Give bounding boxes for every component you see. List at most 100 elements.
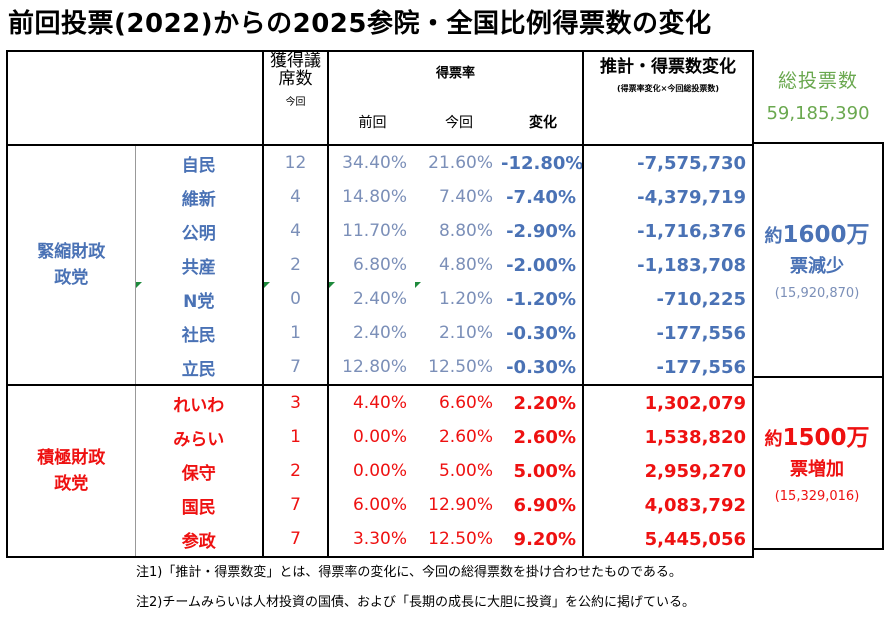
prev-rate-cell: 4.40% — [327, 385, 415, 420]
summary-number: 1500万 — [782, 424, 870, 451]
seats-cell: 1 — [262, 420, 328, 454]
change-cell: -0.30% — [501, 350, 583, 386]
table-row: 積極財政 政党 れいわ 3 4.40% 6.60% 2.20% 1,302,07… — [6, 385, 754, 558]
party-name: 保守 — [134, 454, 263, 488]
group-name-line2: 政党 — [54, 474, 89, 494]
table-row: 国民 7 6.00% 12.90% 6.90% 4,083,792 — [7, 488, 754, 522]
estimate-cell: 1,538,820 — [582, 420, 754, 454]
prev-rate-cell: 6.80% — [327, 248, 415, 282]
curr-rate-cell: 6.60% — [438, 393, 493, 413]
active-summary-amount: 約1500万 — [764, 423, 869, 455]
estimate-cell: 5,445,056 — [582, 522, 754, 558]
table-row: みらい 1 0.00% 2.60% 2.60% 1,538,820 — [7, 420, 754, 454]
vote-change-table: 獲得議 席数 今回 得票率 前回 今回 変化 推計・得票数変化 (得票率変化×今… — [6, 50, 754, 558]
notes: 注1)「推計・得票数変」とは、得票率の変化に、今回の総得票数を掛け合わせたもので… — [136, 558, 695, 618]
curr-rate-cell: 4.80% — [438, 255, 493, 275]
seats-cell: 7 — [262, 350, 328, 386]
header-estimate-label: 推計・得票数変化 — [600, 57, 736, 77]
header-seats: 獲得議 席数 今回 — [262, 50, 328, 145]
note-1: 注1)「推計・得票数変」とは、得票率の変化に、今回の総得票数を掛け合わせたもので… — [136, 565, 682, 580]
group-name-line1: 緊縮財政 — [37, 242, 106, 262]
group-name-line2: 政党 — [54, 268, 89, 288]
seats-cell: 3 — [262, 385, 328, 420]
estimate-cell: 4,083,792 — [582, 488, 754, 522]
table-row: 保守 2 0.00% 5.00% 5.00% 2,959,270 — [7, 454, 754, 488]
change-cell: -0.30% — [506, 322, 576, 344]
curr-rate-cell: 8.80% — [438, 221, 493, 241]
prev-rate-cell: 3.30% — [327, 522, 415, 558]
summary-prefix: 約 — [764, 225, 783, 247]
change-cell: 2.60% — [513, 426, 576, 448]
estimate-cell: 1,302,079 — [582, 385, 754, 420]
group-name-austerity: 緊縮財政 政党 — [6, 144, 135, 386]
active-summary: 約1500万 票増加 (15,329,016) — [752, 378, 884, 550]
table-row: 維新 4 14.80% 7.40% -7.40% -4,379,719 — [7, 180, 754, 214]
seats-cell: 2 — [262, 454, 328, 488]
active-group: 積極財政 政党 れいわ 3 4.40% 6.60% 2.20% 1,302,07… — [6, 385, 754, 558]
seats-cell: 7 — [262, 488, 328, 522]
summary-prefix: 約 — [764, 428, 783, 450]
header-blank-party — [135, 50, 263, 145]
active-summary-paren: (15,329,016) — [774, 488, 860, 504]
prev-rate-cell: 11.70% — [327, 214, 415, 248]
group-name-line1: 積極財政 — [37, 448, 106, 468]
estimate-cell: -7,575,730 — [582, 144, 754, 180]
change-cell: 5.00% — [513, 460, 576, 482]
header-seats-sub: 今回 — [285, 97, 306, 108]
seats-cell: 0 — [262, 282, 328, 316]
prev-rate-cell: 0.00% — [327, 420, 415, 454]
prev-rate-cell: 2.40% — [327, 282, 415, 316]
note-2: 注2)チームみらいは人材投資の国債、および「長期の成長に大胆に投資」を公約に掲げ… — [136, 595, 695, 610]
total-votes-box: 総投票数 59,185,390 — [756, 66, 880, 124]
curr-rate-cell: 12.50% — [415, 522, 501, 558]
change-cell: 9.20% — [501, 522, 583, 558]
party-name: N党 — [134, 282, 263, 316]
header-curr: 今回 — [445, 115, 473, 131]
table-row: N党 0 2.40% 1.20% -1.20% -710,225 — [7, 282, 754, 316]
group-name-active: 積極財政 政党 — [6, 385, 135, 558]
total-votes-value: 59,185,390 — [766, 103, 870, 124]
table-row: 共産 2 6.80% 4.80% -2.00% -1,183,708 — [7, 248, 754, 282]
estimate-cell: -177,556 — [582, 350, 754, 386]
seats-cell: 4 — [262, 180, 328, 214]
austerity-summary-paren: (15,920,870) — [774, 285, 860, 301]
summary-number: 1600万 — [782, 221, 870, 248]
curr-rate-cell: 12.50% — [415, 350, 501, 386]
change-cell: -2.90% — [506, 220, 576, 242]
header-seats-line1: 獲得議 — [270, 51, 321, 71]
seats-cell: 12 — [262, 144, 328, 180]
change-cell: -7.40% — [506, 186, 576, 208]
header-rate-label: 得票率 — [435, 66, 475, 81]
table-row: 参政 7 3.30% 12.50% 9.20% 5,445,056 — [7, 522, 754, 558]
estimate-cell: -4,379,719 — [582, 180, 754, 214]
estimate-cell: -1,183,708 — [582, 248, 754, 282]
party-name: 維新 — [134, 180, 263, 214]
curr-rate-cell: 7.40% — [438, 187, 493, 207]
header-estimate-sub: (得票率変化×今回総投票数) — [616, 84, 719, 93]
party-name: 自民 — [134, 144, 263, 180]
party-name: 社民 — [134, 316, 263, 350]
estimate-cell: -1,716,376 — [582, 214, 754, 248]
header-blank-group — [6, 50, 135, 145]
estimate-cell: -710,225 — [582, 282, 754, 316]
seats-cell: 4 — [262, 214, 328, 248]
seats-cell: 7 — [262, 522, 328, 558]
table-row: 社民 1 2.40% 2.10% -0.30% -177,556 — [7, 316, 754, 350]
curr-rate-cell: 21.60% — [415, 144, 501, 180]
curr-rate-cell: 5.00% — [438, 461, 493, 481]
header-rate: 得票率 前回 今回 変化 — [327, 50, 583, 145]
seats-cell: 1 — [262, 316, 328, 350]
party-name: みらい — [134, 420, 263, 454]
prev-rate-cell: 34.40% — [327, 144, 415, 180]
estimate-cell: -177,556 — [582, 316, 754, 350]
table-row: 立民 7 12.80% 12.50% -0.30% -177,556 — [7, 350, 754, 386]
prev-rate-cell: 12.80% — [327, 350, 415, 386]
prev-rate-cell: 0.00% — [327, 454, 415, 488]
curr-rate-cell: 2.10% — [438, 323, 493, 343]
party-name: れいわ — [134, 385, 263, 420]
header-prev: 前回 — [358, 115, 387, 131]
page-title: 前回投票(2022)からの2025参院・全国比例得票数の変化 — [8, 9, 712, 39]
austerity-summary-suffix: 票減少 — [789, 255, 844, 277]
header-seats-line2: 席数 — [278, 69, 313, 89]
table-row: 公明 4 11.70% 8.80% -2.90% -1,716,376 — [7, 214, 754, 248]
